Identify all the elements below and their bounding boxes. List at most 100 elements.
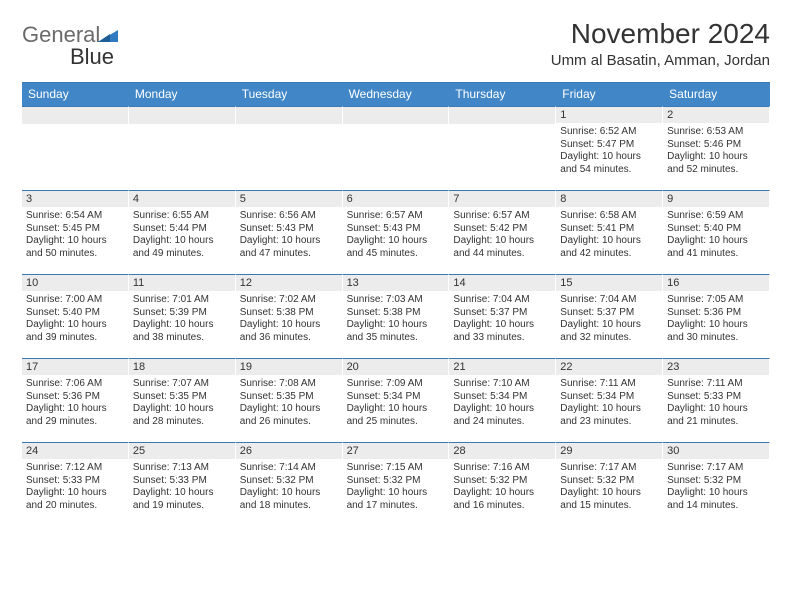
day-cell: 15Sunrise: 7:04 AMSunset: 5:37 PMDayligh…	[556, 274, 663, 358]
day-details: Sunrise: 6:57 AMSunset: 5:42 PMDaylight:…	[449, 207, 555, 260]
day-number: 21	[449, 359, 555, 375]
day-cell: 14Sunrise: 7:04 AMSunset: 5:37 PMDayligh…	[449, 274, 556, 358]
day-details: Sunrise: 7:11 AMSunset: 5:34 PMDaylight:…	[556, 375, 662, 428]
day-number: 3	[22, 191, 128, 207]
day-cell: 12Sunrise: 7:02 AMSunset: 5:38 PMDayligh…	[236, 274, 343, 358]
day-cell: 20Sunrise: 7:09 AMSunset: 5:34 PMDayligh…	[343, 358, 450, 442]
day-number: 18	[129, 359, 235, 375]
day-details: Sunrise: 7:14 AMSunset: 5:32 PMDaylight:…	[236, 459, 342, 512]
day-cell: 21Sunrise: 7:10 AMSunset: 5:34 PMDayligh…	[449, 358, 556, 442]
day-details: Sunrise: 7:13 AMSunset: 5:33 PMDaylight:…	[129, 459, 235, 512]
day-cell: 24Sunrise: 7:12 AMSunset: 5:33 PMDayligh…	[22, 442, 129, 526]
day-cell: 23Sunrise: 7:11 AMSunset: 5:33 PMDayligh…	[663, 358, 770, 442]
logo-text-2: Blue	[70, 44, 114, 69]
day-number: 13	[343, 275, 449, 291]
day-details: Sunrise: 6:59 AMSunset: 5:40 PMDaylight:…	[663, 207, 769, 260]
day-cell: 9Sunrise: 6:59 AMSunset: 5:40 PMDaylight…	[663, 190, 770, 274]
day-cell: 3Sunrise: 6:54 AMSunset: 5:45 PMDaylight…	[22, 190, 129, 274]
day-number: 4	[129, 191, 235, 207]
day-cell: 4Sunrise: 6:55 AMSunset: 5:44 PMDaylight…	[129, 190, 236, 274]
day-details: Sunrise: 7:03 AMSunset: 5:38 PMDaylight:…	[343, 291, 449, 344]
day-number: 1	[556, 107, 662, 123]
day-details: Sunrise: 7:04 AMSunset: 5:37 PMDaylight:…	[556, 291, 662, 344]
day-cell: 28Sunrise: 7:16 AMSunset: 5:32 PMDayligh…	[449, 442, 556, 526]
day-number: 2	[663, 107, 769, 123]
day-details: Sunrise: 7:12 AMSunset: 5:33 PMDaylight:…	[22, 459, 128, 512]
day-number: 19	[236, 359, 342, 375]
day-number: 27	[343, 443, 449, 459]
day-cell: 5Sunrise: 6:56 AMSunset: 5:43 PMDaylight…	[236, 190, 343, 274]
day-number: 26	[236, 443, 342, 459]
day-details: Sunrise: 7:16 AMSunset: 5:32 PMDaylight:…	[449, 459, 555, 512]
day-cell: 8Sunrise: 6:58 AMSunset: 5:41 PMDaylight…	[556, 190, 663, 274]
day-number: 10	[22, 275, 128, 291]
day-cell: 16Sunrise: 7:05 AMSunset: 5:36 PMDayligh…	[663, 274, 770, 358]
weekday-header: Sunday	[22, 83, 129, 106]
header: General Blue November 2024 Umm al Basati…	[22, 18, 770, 76]
day-cell: 27Sunrise: 7:15 AMSunset: 5:32 PMDayligh…	[343, 442, 450, 526]
day-details: Sunrise: 7:02 AMSunset: 5:38 PMDaylight:…	[236, 291, 342, 344]
day-cell: 2Sunrise: 6:53 AMSunset: 5:46 PMDaylight…	[663, 106, 770, 190]
day-details: Sunrise: 7:17 AMSunset: 5:32 PMDaylight:…	[556, 459, 662, 512]
weekday-header: Monday	[129, 83, 236, 106]
day-number: 25	[129, 443, 235, 459]
day-details: Sunrise: 7:01 AMSunset: 5:39 PMDaylight:…	[129, 291, 235, 344]
empty-cell	[22, 106, 129, 190]
day-cell: 22Sunrise: 7:11 AMSunset: 5:34 PMDayligh…	[556, 358, 663, 442]
day-cell: 30Sunrise: 7:17 AMSunset: 5:32 PMDayligh…	[663, 442, 770, 526]
day-details: Sunrise: 7:09 AMSunset: 5:34 PMDaylight:…	[343, 375, 449, 428]
day-details: Sunrise: 7:00 AMSunset: 5:40 PMDaylight:…	[22, 291, 128, 344]
day-details: Sunrise: 7:08 AMSunset: 5:35 PMDaylight:…	[236, 375, 342, 428]
location: Umm al Basatin, Amman, Jordan	[551, 52, 770, 69]
day-details: Sunrise: 7:11 AMSunset: 5:33 PMDaylight:…	[663, 375, 769, 428]
empty-cell	[449, 106, 556, 190]
day-details: Sunrise: 7:15 AMSunset: 5:32 PMDaylight:…	[343, 459, 449, 512]
day-details: Sunrise: 6:52 AMSunset: 5:47 PMDaylight:…	[556, 123, 662, 176]
day-cell: 1Sunrise: 6:52 AMSunset: 5:47 PMDaylight…	[556, 106, 663, 190]
day-number: 16	[663, 275, 769, 291]
day-details: Sunrise: 7:07 AMSunset: 5:35 PMDaylight:…	[129, 375, 235, 428]
day-number: 24	[22, 443, 128, 459]
day-details: Sunrise: 7:04 AMSunset: 5:37 PMDaylight:…	[449, 291, 555, 344]
logo: General Blue	[22, 18, 120, 76]
day-number: 9	[663, 191, 769, 207]
day-details: Sunrise: 6:53 AMSunset: 5:46 PMDaylight:…	[663, 123, 769, 176]
day-details: Sunrise: 7:05 AMSunset: 5:36 PMDaylight:…	[663, 291, 769, 344]
day-cell: 17Sunrise: 7:06 AMSunset: 5:36 PMDayligh…	[22, 358, 129, 442]
weekday-header: Friday	[556, 83, 663, 106]
day-cell: 13Sunrise: 7:03 AMSunset: 5:38 PMDayligh…	[343, 274, 450, 358]
day-details: Sunrise: 7:10 AMSunset: 5:34 PMDaylight:…	[449, 375, 555, 428]
day-number: 15	[556, 275, 662, 291]
day-number: 6	[343, 191, 449, 207]
day-cell: 25Sunrise: 7:13 AMSunset: 5:33 PMDayligh…	[129, 442, 236, 526]
day-cell: 10Sunrise: 7:00 AMSunset: 5:40 PMDayligh…	[22, 274, 129, 358]
day-cell: 7Sunrise: 6:57 AMSunset: 5:42 PMDaylight…	[449, 190, 556, 274]
empty-cell	[343, 106, 450, 190]
day-number: 17	[22, 359, 128, 375]
day-details: Sunrise: 6:55 AMSunset: 5:44 PMDaylight:…	[129, 207, 235, 260]
day-details: Sunrise: 7:06 AMSunset: 5:36 PMDaylight:…	[22, 375, 128, 428]
day-number: 30	[663, 443, 769, 459]
day-number: 20	[343, 359, 449, 375]
day-number: 28	[449, 443, 555, 459]
day-cell: 6Sunrise: 6:57 AMSunset: 5:43 PMDaylight…	[343, 190, 450, 274]
day-details: Sunrise: 7:17 AMSunset: 5:32 PMDaylight:…	[663, 459, 769, 512]
day-details: Sunrise: 6:56 AMSunset: 5:43 PMDaylight:…	[236, 207, 342, 260]
day-number: 7	[449, 191, 555, 207]
empty-cell	[129, 106, 236, 190]
day-cell: 29Sunrise: 7:17 AMSunset: 5:32 PMDayligh…	[556, 442, 663, 526]
day-number: 5	[236, 191, 342, 207]
day-number: 11	[129, 275, 235, 291]
title-block: November 2024 Umm al Basatin, Amman, Jor…	[551, 18, 770, 69]
day-cell: 26Sunrise: 7:14 AMSunset: 5:32 PMDayligh…	[236, 442, 343, 526]
day-details: Sunrise: 6:57 AMSunset: 5:43 PMDaylight:…	[343, 207, 449, 260]
day-number: 14	[449, 275, 555, 291]
weekday-header: Tuesday	[236, 83, 343, 106]
day-cell: 18Sunrise: 7:07 AMSunset: 5:35 PMDayligh…	[129, 358, 236, 442]
day-details: Sunrise: 6:58 AMSunset: 5:41 PMDaylight:…	[556, 207, 662, 260]
day-number: 12	[236, 275, 342, 291]
weekday-header: Saturday	[663, 83, 770, 106]
day-number: 22	[556, 359, 662, 375]
day-details: Sunrise: 6:54 AMSunset: 5:45 PMDaylight:…	[22, 207, 128, 260]
calendar-grid: SundayMondayTuesdayWednesdayThursdayFrid…	[22, 82, 770, 526]
